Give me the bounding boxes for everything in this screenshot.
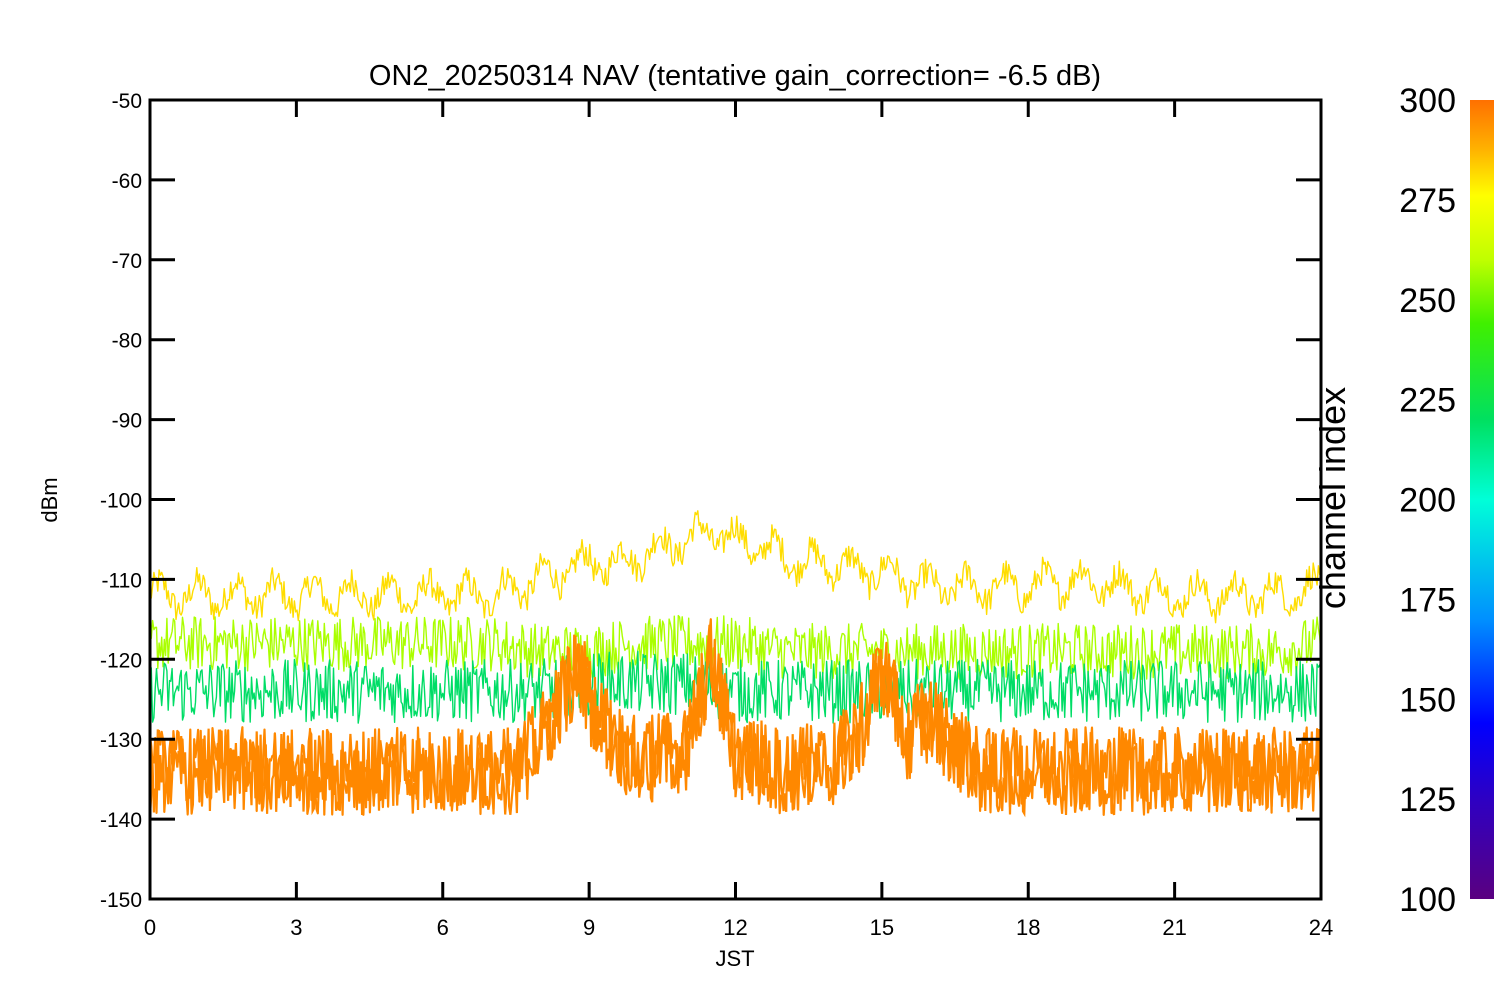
chart-title: ON2_20250314 NAV (tentative gain_correct… xyxy=(369,60,1101,92)
x-axis: 0 3 6 9 12 15 18 21 24 xyxy=(144,100,1333,940)
colorbar-tick-label: 200 xyxy=(1399,482,1456,520)
x-tick-label: 0 xyxy=(144,915,156,940)
y-axis: -50 -60 -70 -80 -90 -100 -110 -120 -130 -140 -150 xyxy=(100,90,1321,912)
x-axis-label: JST xyxy=(715,946,754,971)
y-tick-label: -80 xyxy=(112,330,142,353)
y-tick-label: -90 xyxy=(112,410,142,433)
y-tick-label: -150 xyxy=(100,889,142,912)
y-axis-label: dBm xyxy=(37,477,62,522)
y-tick-label: -130 xyxy=(100,729,142,752)
colorbar: 300 275 250 225 200 175 150 125 100 channel inde… xyxy=(1312,82,1494,919)
x-tick-label: 24 xyxy=(1309,915,1333,940)
colorbar-tick-label: 125 xyxy=(1399,781,1456,819)
y-tick-label: -70 xyxy=(112,250,142,273)
colorbar-label: channel index xyxy=(1312,387,1353,609)
series-line xyxy=(150,650,1321,724)
colorbar-tick-label: 150 xyxy=(1399,681,1456,719)
y-tick-label: -100 xyxy=(100,490,142,513)
y-tick-label: -50 xyxy=(112,90,142,113)
colorbar-tick-label: 275 xyxy=(1399,182,1456,220)
series-line xyxy=(150,614,1321,680)
x-tick-label: 3 xyxy=(290,915,302,940)
series-layer xyxy=(150,510,1321,818)
y-tick-label: -120 xyxy=(100,649,142,672)
series-270 xyxy=(150,510,1321,624)
colorbar-gradient xyxy=(1470,100,1494,899)
series-290 xyxy=(150,618,1321,818)
y-tick-label: -110 xyxy=(102,569,142,592)
x-tick-label: 9 xyxy=(583,915,595,940)
x-tick-label: 18 xyxy=(1016,915,1040,940)
colorbar-tick-label: 250 xyxy=(1399,282,1456,320)
y-tick-label: -140 xyxy=(100,809,142,832)
colorbar-ticks: 300 275 250 225 200 175 150 125 100 xyxy=(1399,82,1456,919)
series-215 xyxy=(150,650,1321,724)
colorbar-tick-label: 175 xyxy=(1399,581,1456,619)
x-tick-label: 12 xyxy=(723,915,747,940)
series-line xyxy=(150,624,1321,818)
series-255 xyxy=(150,614,1321,680)
y-tick-label: -60 xyxy=(112,170,142,193)
colorbar-tick-label: 225 xyxy=(1399,382,1456,420)
colorbar-tick-label: 300 xyxy=(1399,82,1456,120)
x-tick-label: 6 xyxy=(437,915,449,940)
x-tick-label: 21 xyxy=(1162,915,1186,940)
colorbar-tick-label: 100 xyxy=(1399,881,1456,919)
series-line xyxy=(150,510,1321,624)
x-tick-label: 15 xyxy=(870,915,894,940)
